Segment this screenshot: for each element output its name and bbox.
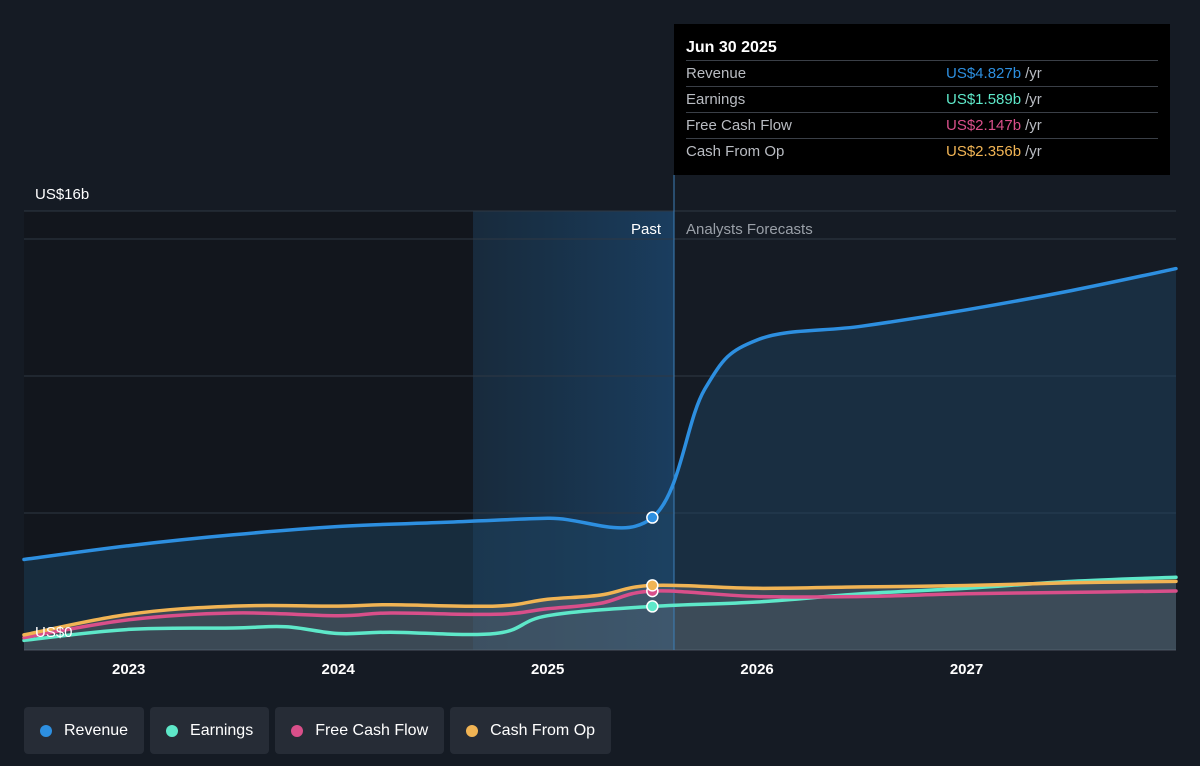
- tooltip-value-number: US$2.356b: [946, 143, 1022, 160]
- tooltip-label: Cash From Op: [686, 143, 785, 160]
- tooltip-unit: /yr: [1025, 143, 1042, 160]
- tooltip-value: US$2.147b/yr: [946, 113, 1042, 138]
- cash-from-op-line: [22, 579, 1178, 637]
- legend-earnings-button[interactable]: Earnings: [150, 707, 270, 754]
- legend-cash-from-op-button[interactable]: Cash From Op: [450, 707, 612, 754]
- tooltip-panel: Jun 30 2025 Revenue US$4.827b/yr Earning…: [674, 24, 1170, 175]
- x-tick-label: 2027: [950, 661, 983, 678]
- tooltip-date: Jun 30 2025: [686, 39, 777, 56]
- legend-label: Revenue: [64, 721, 129, 739]
- tooltip-label: Free Cash Flow: [686, 117, 792, 134]
- revenue-area: [24, 268, 1176, 650]
- cash-from-op-marker[interactable]: [646, 579, 659, 592]
- earnings-marker[interactable]: [646, 600, 659, 613]
- legend-dot-icon: [466, 724, 479, 737]
- x-tick-label: 2023: [112, 661, 145, 678]
- tooltip-value-number: US$1.589b: [946, 91, 1022, 108]
- tooltip-value-number: US$4.827b: [946, 65, 1022, 82]
- tooltip-value: US$2.356b/yr: [946, 139, 1042, 164]
- earnings-line: [22, 575, 1178, 643]
- tooltip-value-number: US$2.147b: [946, 117, 1022, 134]
- legend-dot-icon: [40, 724, 52, 737]
- x-tick-label: 2026: [740, 661, 773, 678]
- tooltip-label: Revenue: [686, 65, 747, 82]
- legend-label: Cash From Op: [490, 721, 596, 739]
- tooltip-value: US$1.589b/yr: [946, 87, 1042, 112]
- legend-free-cash-flow-button[interactable]: Free Cash Flow: [275, 707, 445, 754]
- tooltip-row-free-cash-flow: Free Cash Flow US$2.147b/yr: [686, 112, 1158, 138]
- performance-chart: US$16b US$0 Past Analysts Forecasts 2023…: [22, 175, 1178, 678]
- x-tick-label: 2025: [531, 661, 564, 678]
- tooltip-row-earnings: Earnings US$1.589b/yr: [686, 86, 1158, 112]
- x-tick-label: 2024: [321, 661, 355, 678]
- free-cash-flow-line: [22, 589, 1178, 640]
- y-axis-bottom-label: US$0: [35, 624, 73, 641]
- legend-revenue-button[interactable]: Revenue: [24, 707, 145, 754]
- tooltip-label: Earnings: [686, 91, 746, 108]
- tooltip-unit: /yr: [1025, 91, 1042, 108]
- chart-legend: Revenue Earnings Free Cash Flow Cash Fro…: [24, 707, 612, 754]
- legend-dot-icon: [291, 724, 304, 737]
- past-highlight-region: [473, 211, 674, 650]
- past-dark-region: [24, 211, 473, 650]
- forecast-region-label: Analysts Forecasts: [686, 221, 813, 238]
- legend-label: Free Cash Flow: [315, 721, 429, 739]
- legend-dot-icon: [166, 724, 179, 737]
- y-axis-top-label: US$16b: [35, 186, 89, 203]
- cash-from-op-area: [24, 581, 1176, 650]
- tooltip-row-cash-from-op: Cash From Op US$2.356b/yr: [686, 138, 1158, 164]
- tooltip-unit: /yr: [1025, 117, 1042, 134]
- tooltip-unit: /yr: [1025, 65, 1042, 82]
- tooltip-row-revenue: Revenue US$4.827b/yr: [686, 60, 1158, 86]
- legend-label: Earnings: [190, 721, 254, 739]
- revenue-marker[interactable]: [646, 511, 659, 524]
- tooltip-value: US$4.827b/yr: [946, 61, 1042, 86]
- past-region-label: Past: [631, 221, 662, 238]
